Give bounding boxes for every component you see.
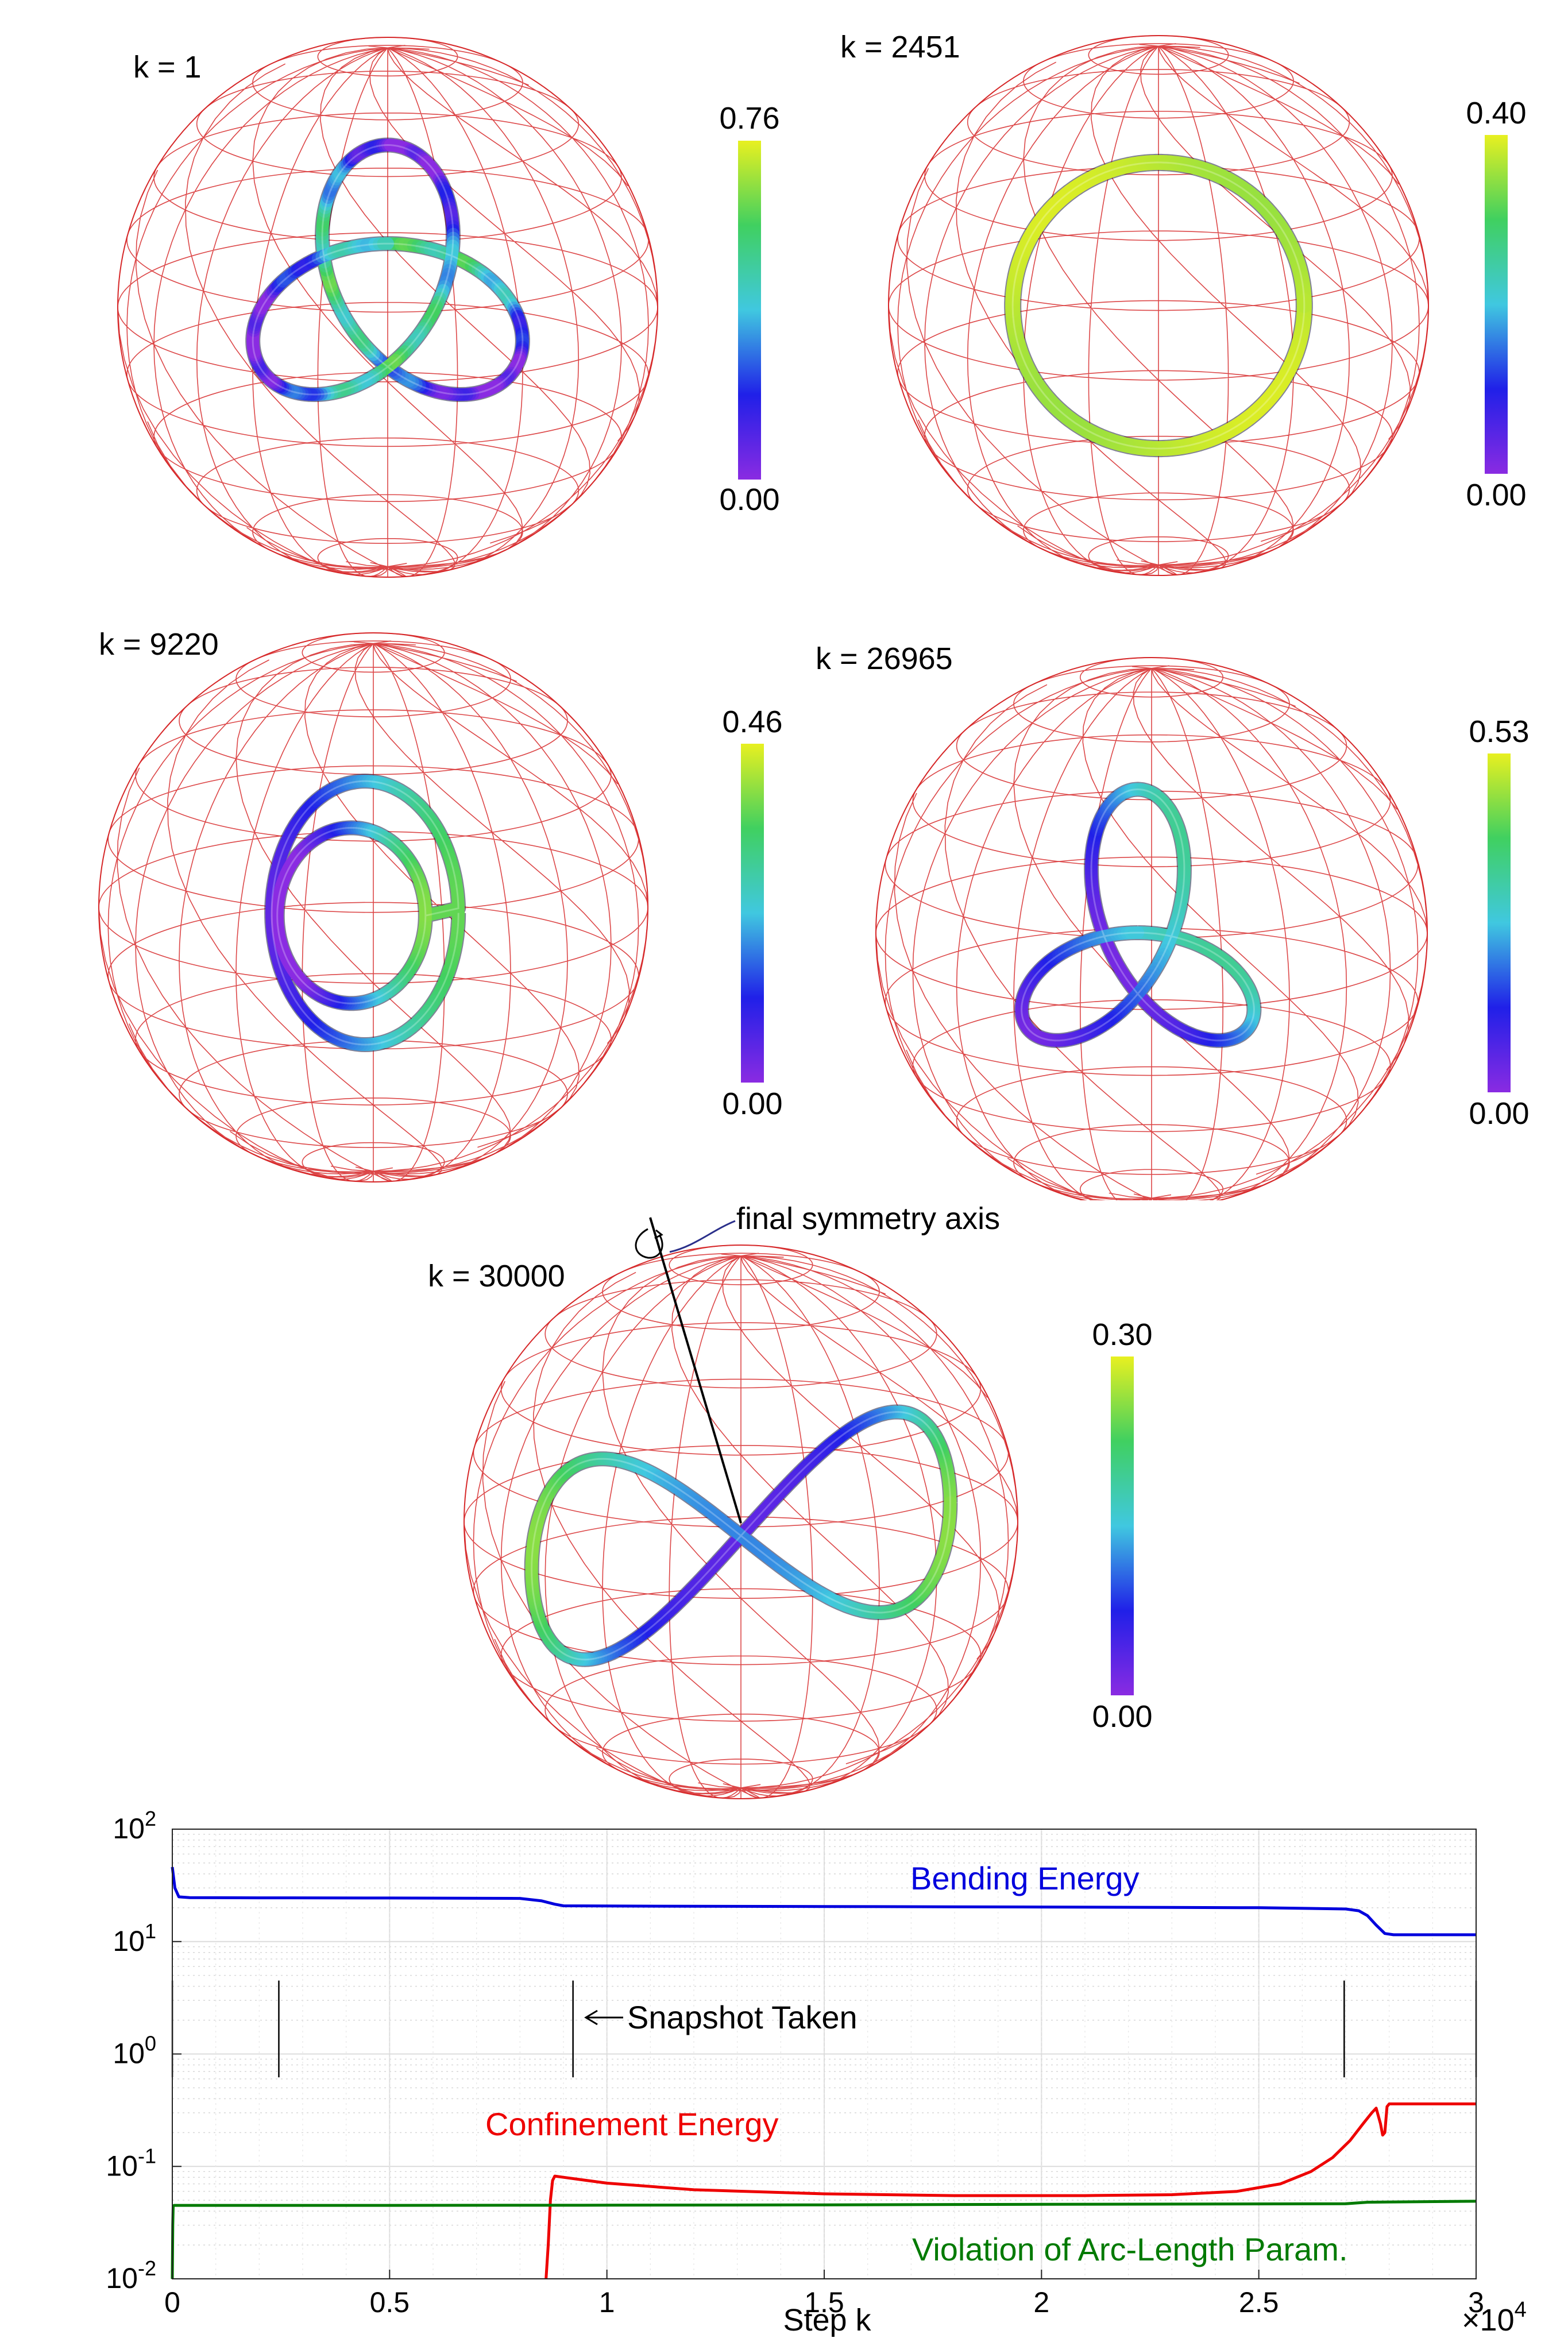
colorbar: [1488, 753, 1511, 1092]
colorbar-min-label: 0.00: [1469, 1096, 1529, 1131]
colorbar-max-label: 0.76: [719, 101, 779, 136]
snapshot-panel-k30000: final symmetry axis k = 30000 0.30 0.00: [345, 1195, 1206, 1803]
y-tick-label: 10-1: [106, 2144, 156, 2182]
y-tick-label: 102: [113, 1807, 156, 1845]
knot-tube-double-loop: [264, 774, 466, 1052]
series-line-violation: [171, 2200, 1477, 2279]
snapshot-label: k = 1: [133, 50, 202, 84]
x-tick-label: 2: [1033, 2286, 1049, 2318]
sphere-mesh: [98, 632, 648, 1182]
x-tick-label: 2.5: [1239, 2286, 1279, 2318]
snapshot-label: k = 9220: [99, 627, 219, 662]
energy-plot: 0 0.5 1 1.5 2 2.5 3 10-2 10-1 100 101 102 Step k ×…: [0, 1803, 1568, 2340]
snapshot-label: k = 30000: [428, 1259, 565, 1293]
snapshot-panel-k9220: k = 9220 0.46 0.00: [0, 609, 784, 1200]
snapshot-annotation: Snapshot Taken: [584, 1999, 858, 2035]
plot-grid: [172, 1829, 1477, 2279]
colorbar-min-label: 0.00: [1466, 478, 1526, 512]
colorbar-min-label: 0.00: [722, 1087, 782, 1121]
y-tick-label: 101: [113, 1919, 156, 1957]
x-tick-label: 0: [164, 2286, 180, 2318]
x-tick-label: 0.5: [370, 2286, 410, 2318]
snapshot-svg-k26965: k = 26965 0.53 0.00: [816, 641, 1530, 1200]
knot-tube-figure-eight: [524, 1404, 958, 1667]
snapshot-panel-k1: k = 1 0.76 0.00: [0, 0, 784, 597]
x-tick-label: 3: [1468, 2286, 1484, 2318]
x-axis-label: Step k: [783, 2303, 871, 2337]
sphere-mesh: [464, 1245, 1018, 1799]
snapshot-svg-k2451: k = 2451 0.40 0.00: [840, 30, 1527, 576]
colorbar-max-label: 0.30: [1092, 1317, 1152, 1352]
snapshot-panel-k2451: k = 2451 0.40 0.00: [784, 0, 1568, 597]
colorbar-max-label: 0.46: [722, 705, 782, 739]
series-line-confinement: [544, 2102, 1476, 2279]
x-multiplier-label: ×104: [1462, 2298, 1527, 2337]
knot-tube-trefoil: [245, 137, 530, 402]
colorbar: [1485, 135, 1508, 474]
series-label-confinement: Confinement Energy: [485, 2106, 779, 2142]
y-tick-label: 10-2: [106, 2256, 156, 2294]
symmetry-axis: [635, 1217, 742, 1524]
symmetry-axis-annotation: final symmetry axis: [736, 1201, 1000, 1236]
snapshot-svg-k1: k = 1 0.76 0.00: [117, 37, 780, 578]
knot-tube-twisted-trefoil: [1014, 782, 1262, 1048]
snapshot-annotation-text: Snapshot Taken: [627, 1999, 858, 2035]
x-axis-ticks: 0 0.5 1 1.5 2 2.5 3: [164, 2270, 1484, 2318]
y-tick-label: 100: [113, 2032, 156, 2070]
x-tick-label: 1.5: [804, 2286, 844, 2318]
colorbar-max-label: 0.53: [1469, 714, 1529, 749]
snapshot-label: k = 26965: [816, 641, 953, 676]
snapshot-svg-k30000: final symmetry axis k = 30000 0.30 0.00: [428, 1201, 1153, 1799]
y-axis-ticks: 10-2 10-1 100 101 102: [106, 1807, 181, 2294]
snapshot-panel-k26965: k = 26965 0.53 0.00: [784, 609, 1568, 1200]
series-label-bending: Bending Energy: [910, 1860, 1140, 1896]
sphere-mesh: [117, 37, 658, 578]
series-lines: [171, 1866, 1477, 2279]
x-tick-label: 1: [599, 2286, 615, 2318]
series-label-violation: Violation of Arc-Length Param.: [912, 2231, 1348, 2267]
snapshot-label: k = 2451: [840, 30, 960, 64]
colorbar-min-label: 0.00: [719, 482, 779, 517]
knot-tube-circle: [1004, 153, 1313, 458]
sphere-mesh: [888, 35, 1429, 576]
colorbar: [738, 141, 761, 480]
colorbar-min-label: 0.00: [1092, 1699, 1152, 1734]
snapshot-svg-k9220: k = 9220 0.46 0.00: [98, 627, 783, 1182]
colorbar: [741, 744, 764, 1083]
colorbar: [1111, 1356, 1134, 1695]
series-line-bending: [171, 1866, 1476, 1937]
colorbar-max-label: 0.40: [1466, 96, 1526, 130]
energy-plot-svg: 0 0.5 1 1.5 2 2.5 3 10-2 10-1 100 101 102 Step k ×…: [0, 1803, 1568, 2337]
